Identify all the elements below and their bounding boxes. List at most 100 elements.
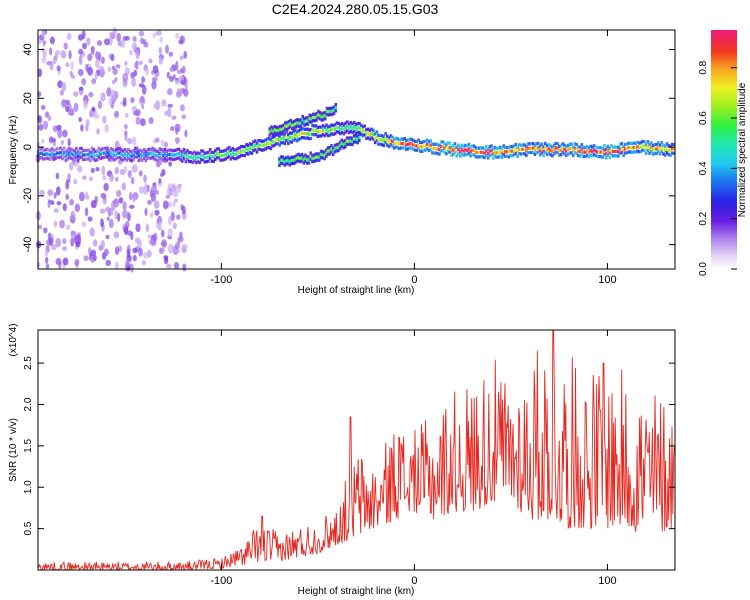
spectrogram-ridge-main-cell — [82, 153, 85, 157]
spectrogram-ridge-main-cell — [66, 148, 69, 152]
spectrogram-ridge-upper-cell — [273, 128, 277, 132]
spectrogram-ridge-main-cell — [160, 148, 163, 152]
spectrogram-ridge-main-cell — [594, 154, 598, 158]
spectrogram-ridge-main-cell — [657, 145, 660, 149]
spectrogram-ridge-upper-cell — [285, 127, 289, 131]
spectrogram-ridge-main-cell — [349, 121, 353, 125]
spectrogram-ridge-upper-cell — [270, 125, 273, 129]
spectrogram-ridge-upper-cell — [308, 113, 311, 117]
spectrogram-ridge-lower-cell — [316, 152, 319, 156]
spectrogram-ridge-lower-cell — [354, 137, 358, 141]
spectrogram-ridge-lower-cell — [279, 161, 283, 165]
spectrogram-ridge-main-cell — [250, 151, 254, 155]
spectrogram-ridge-main-cell — [549, 148, 552, 152]
spectrogram-ridge-main-cell — [627, 146, 631, 150]
spectrogram-ridge-main-cell — [519, 148, 523, 152]
spectrogram-ridge-lower-cell — [292, 161, 295, 166]
spectrogram-ridge-lower-cell — [330, 144, 333, 148]
spectrogram-ridge-main-cell — [132, 158, 135, 162]
spectrogram-ridge-lower-cell — [319, 152, 323, 156]
spectrogram-noise-cell — [88, 176, 93, 182]
spectrogram-ridge-main-cell — [40, 155, 43, 160]
spectrogram-ridge-lower-cell — [358, 135, 361, 139]
spectrogram-ridge-main-cell — [234, 152, 238, 156]
spectrogram-noise-cell — [150, 212, 154, 218]
spectrogram-ridge-upper-cell — [271, 132, 275, 137]
spectrogram-ridge-lower-cell — [356, 141, 359, 145]
spectrogram-ridge-main-cell — [611, 145, 615, 149]
spectrogram-ridge-main-cell — [151, 155, 155, 159]
spectrogram-ridge-main-cell — [125, 149, 128, 153]
spectrogram-noise-cell — [104, 123, 109, 133]
spectrogram-ridge-main-cell — [410, 142, 413, 146]
spectrogram-ridge-main-cell — [552, 143, 556, 147]
spectrogram-noise-cell — [178, 185, 182, 193]
spectrogram-ridge-main-cell — [69, 147, 73, 151]
spectrogram-ridge-main-cell — [391, 135, 394, 139]
spectrogram-ridge-main-cell — [596, 150, 599, 154]
spectrogram-ridge-main-cell — [365, 136, 368, 140]
spectrogram-ridge-main-cell — [582, 146, 585, 150]
spectrogram-ridge-main-cell — [104, 146, 108, 150]
spectrogram-ridge-main-cell — [644, 143, 648, 147]
spectrogram-ridge-main-cell — [109, 151, 113, 155]
spectrogram-ridge-lower-cell — [333, 147, 337, 151]
spectrogram-ridge-main-cell — [662, 152, 665, 156]
spectrogram-ridge-main-cell — [196, 151, 200, 155]
spectrogram-noise-cell — [165, 44, 169, 54]
spectrogram-ridge-main-cell — [655, 151, 658, 155]
spectrogram-ridge-main-cell — [330, 123, 333, 127]
spectrogram-ridge-lower-cell — [288, 163, 292, 167]
spectrogram-ridge-main-cell — [556, 150, 559, 154]
spectrogram-noise-cell — [169, 75, 175, 82]
spectrogram-ridge-main-cell — [66, 157, 69, 161]
spectrogram-ridge-main-cell — [653, 147, 657, 151]
spectrogram-ridge-main-cell — [146, 156, 149, 161]
spectrogram-ridge-main-cell — [453, 146, 457, 150]
spectrogram-ridge-upper-cell — [270, 131, 273, 135]
spectrogram-ridge-main-cell — [577, 154, 580, 158]
spectrogram-ridge-main-cell — [547, 151, 551, 155]
spectrogram-ridge-main-cell — [149, 152, 153, 156]
spectrogram-noise-cell — [114, 140, 120, 150]
spectrogram-ridge-lower-cell — [325, 151, 328, 155]
spectrogram-ridge-main-cell — [203, 151, 207, 155]
spectrogram-ridge-main-cell — [438, 152, 441, 156]
spectrogram-ridge-main-cell — [599, 154, 603, 159]
spectrogram-ridge-main-cell — [217, 151, 221, 155]
spectrogram-noise-cell — [97, 100, 103, 110]
spectrogram-ridge-main-cell — [655, 143, 658, 147]
spectrogram-ridge-upper-cell — [318, 110, 322, 115]
spectrogram-noise-cell — [90, 200, 97, 209]
spectrogram-ridge-main-cell — [420, 149, 424, 153]
spectrogram-ridge-main-cell — [424, 148, 427, 152]
spectrogram-noise-cell — [53, 192, 57, 199]
spectrogram-ridge-lower-cell — [342, 146, 345, 150]
spectrogram-ridge-main-cell — [495, 155, 498, 159]
snr-y-tick-label: 2.5 — [23, 356, 34, 370]
spectrogram-ridge-main-cell — [64, 158, 68, 162]
spectrogram-ridge-main-cell — [427, 144, 431, 148]
spectrogram-ridge-main-cell — [566, 143, 570, 148]
spectrogram-ridge-lower-cell — [316, 158, 319, 162]
spectrogram-ridge-main-cell — [667, 148, 670, 152]
spectrogram-ridge-main-cell — [568, 151, 571, 155]
spectrogram-ridge-upper-cell — [289, 121, 292, 126]
spectrogram-ridge-main-cell — [637, 150, 641, 154]
spectrogram-ridge-upper-cell — [311, 115, 315, 119]
spectrogram-ridge-main-cell — [154, 149, 158, 153]
spectrogram-ridge-main-cell — [340, 122, 344, 126]
spectrogram-ridge-main-cell — [260, 139, 264, 144]
spectrogram-noise-cell — [74, 203, 81, 213]
spectrogram-ridge-main-cell — [109, 155, 113, 159]
spectrogram-ridge-main-cell — [314, 133, 318, 137]
spectrogram-noise-cell — [112, 68, 118, 75]
spectrogram-ridge-upper-cell — [284, 127, 287, 131]
spectrogram-ridge-main-cell — [445, 147, 448, 151]
spectrogram-noise-cell — [78, 48, 84, 55]
spectrogram-ridge-lower-cell — [326, 149, 330, 153]
spectrogram-ridge-lower-cell — [307, 158, 311, 162]
spectrogram-noise-cell — [174, 137, 181, 143]
spectrogram-ridge-main-cell — [577, 149, 580, 153]
spectrogram-ridge-main-cell — [502, 148, 505, 152]
